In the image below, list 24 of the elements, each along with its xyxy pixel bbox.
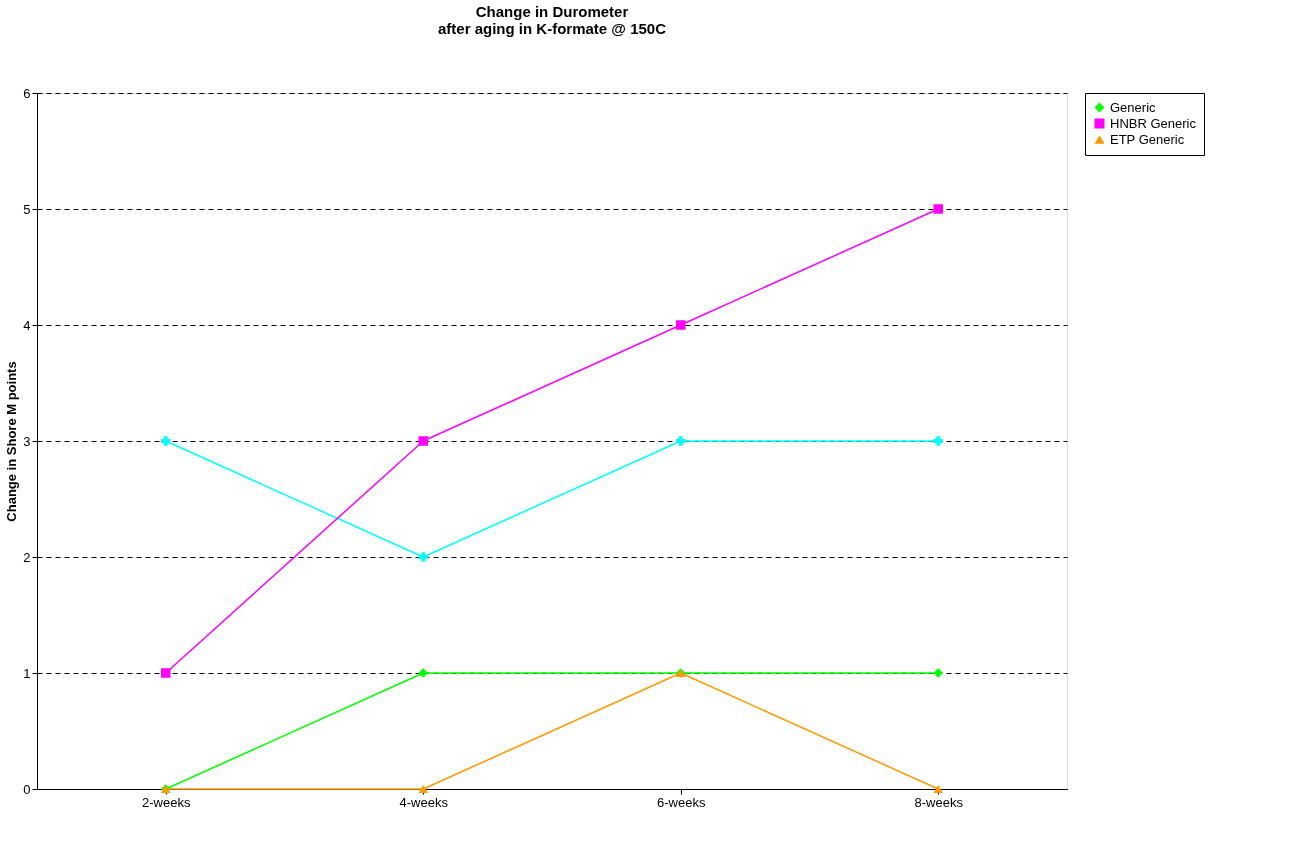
y-tick-label: 5	[23, 201, 31, 217]
point	[418, 436, 428, 446]
legend-label: Generic	[1110, 99, 1157, 115]
point	[161, 668, 171, 678]
legend-label: HNBR Generic	[1110, 115, 1197, 131]
x-tick-label: 6-weeks	[657, 794, 706, 810]
x-tick-label: 2-weeks	[142, 794, 191, 810]
chart-title: Change in Durometer after aging in K-formate @ 150C	[437, 3, 667, 37]
point	[933, 204, 943, 214]
y-tick-label: 3	[23, 433, 31, 449]
y-tick-label: 1	[23, 665, 31, 681]
y-tick-label: 0	[23, 781, 31, 797]
x-tick-label: 4-weeks	[399, 794, 449, 810]
y-tick-label: 6	[23, 85, 31, 101]
point	[161, 436, 171, 446]
point	[933, 436, 943, 446]
point	[418, 552, 428, 562]
legend-label: ETP Generic	[1110, 131, 1185, 147]
y-tick-label: 2	[23, 549, 31, 565]
y-tick-label: 4	[23, 317, 31, 333]
point	[676, 320, 686, 330]
point	[676, 436, 686, 446]
x-tick-label: 8-weeks	[914, 794, 964, 810]
y-axis-title: Change in Shore M points	[4, 361, 20, 522]
